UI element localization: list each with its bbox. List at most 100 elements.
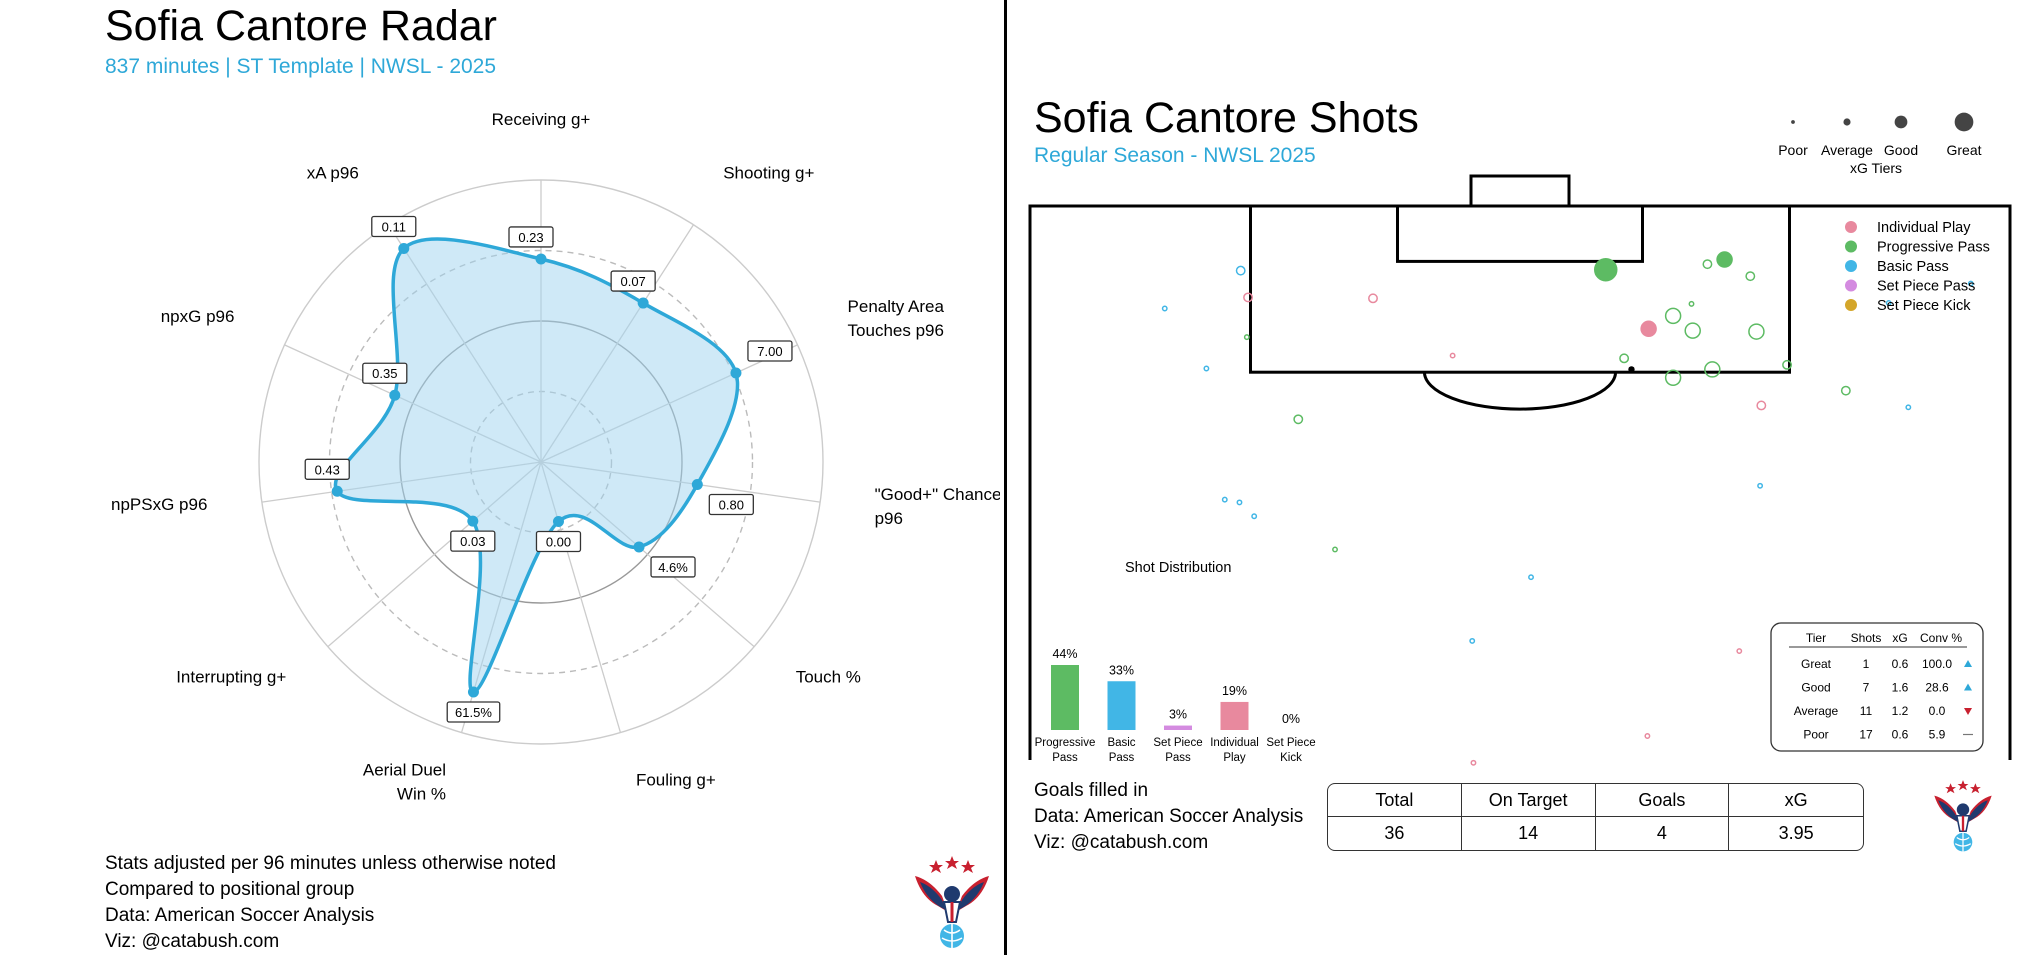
radar-point-aerial-duel-win <box>467 686 479 698</box>
value-label-interrupting-g: 0.03 <box>450 530 496 552</box>
value-label-text: 0.11 <box>382 219 406 234</box>
dist-bar-basic-pass <box>1107 681 1136 730</box>
footnote-goals-filled: Goals filled in <box>1034 780 1149 801</box>
shot-marker-progressive-pass <box>1684 322 1701 339</box>
summary-value-xg: 3.95 <box>1778 823 1814 843</box>
size-legend-marker-good <box>1894 115 1908 129</box>
size-legend-label-average: Average <box>1821 142 1873 158</box>
value-label-penalty-area-touches-p96: 7.00 <box>747 340 793 362</box>
tier-table-header-tier: Tier <box>1806 631 1826 645</box>
axis-label-interrupting-g: Interrupting g+ <box>176 668 286 687</box>
shot-marker-progressive-pass <box>1332 546 1338 553</box>
dist-bar-value-set-piece-kick: 0% <box>1282 712 1300 726</box>
tier-table-cell: 0.6 <box>1892 657 1909 671</box>
trend-down-icon <box>1964 708 1972 715</box>
value-label-box <box>747 340 793 362</box>
tier-table-cell: 11 <box>1860 704 1873 718</box>
radar-point-penalty-area-touches-p96 <box>730 367 742 379</box>
penalty-box <box>1249 204 1791 374</box>
value-label-text: 0.07 <box>620 274 645 289</box>
footnote-per96: Stats adjusted per 96 minutes unless oth… <box>105 853 556 874</box>
footnote-viz-credit: Viz: @catabush.com <box>1034 832 1209 853</box>
shots-footnotes: Goals filled in Data: American Soccer An… <box>1034 778 1303 856</box>
size-legend-marker-poor <box>1791 120 1795 124</box>
shot-marker-basic-pass <box>1161 305 1168 312</box>
shot-marker-progressive-pass <box>1594 257 1618 282</box>
type-legend-label-set-piece-kick: Set Piece Kick <box>1877 298 1971 314</box>
axis-label-xa-p96: xA p96 <box>307 163 359 182</box>
size-legend-label-poor: Poor <box>1778 142 1808 158</box>
radar-point-receiving-g <box>535 253 547 265</box>
tier-table-cell: Good <box>1801 681 1830 695</box>
value-label-nppsxg-p96: 0.43 <box>304 458 350 480</box>
size-legend-marker-great <box>1954 112 1974 132</box>
radar-footnotes: Stats adjusted per 96 minutes unless oth… <box>105 851 556 955</box>
footnote-data-source: Data: American Soccer Analysis <box>105 905 375 926</box>
axis-label-nppsxg-p96: npPSxG p96 <box>111 495 207 514</box>
value-label-box <box>708 493 754 516</box>
radar-area <box>333 237 740 694</box>
shot-map: Poor Average Good Great xG Tiers Individual P… <box>1028 112 2012 766</box>
dist-bar-label-basic-pass: Basic Pass <box>1107 737 1135 764</box>
panel-divider <box>1004 0 1007 955</box>
shot-marker-basic-pass <box>1236 499 1243 506</box>
shot-marker-progressive-pass <box>1243 334 1250 341</box>
type-legend-marker-progressive-pass <box>1845 240 1857 253</box>
summary-header-goals: Goals <box>1595 784 1730 817</box>
type-legend-label-set-piece-pass: Set Piece Pass <box>1877 279 1975 295</box>
axis-label-shooting-g: Shooting g+ <box>723 163 814 182</box>
shot-marker-progressive-pass <box>1840 385 1851 396</box>
tier-table-cell: 28.6 <box>1925 681 1949 695</box>
value-label-good-chances-p96: 0.80 <box>708 493 754 516</box>
axis-label-penalty-area-touches-p96: Penalty Area Touches p96 <box>848 297 945 340</box>
value-label-box <box>535 530 582 553</box>
tier-table-cell: 0.0 <box>1929 704 1946 718</box>
shot-marker-goal <box>1628 366 1635 373</box>
summary-value-on-target: 14 <box>1462 817 1596 850</box>
footnote-viz-credit: Viz: @catabush.com <box>105 931 280 952</box>
summary-value-goals: 4 <box>1596 817 1730 850</box>
shot-marker-progressive-pass <box>1664 369 1682 386</box>
tier-table-cell: 100.0 <box>1922 657 1952 671</box>
shot-marker-individual-play <box>1736 648 1743 654</box>
shot-marker-individual-play <box>1644 733 1651 739</box>
type-legend-label-individual-play: Individual Play <box>1877 220 1971 236</box>
tier-table-header-conv: Conv % <box>1920 631 1962 645</box>
value-label-fouling-g: 0.00 <box>535 530 582 553</box>
type-legend-label-basic-pass: Basic Pass <box>1877 259 1949 275</box>
type-legend-marker-set-piece-pass <box>1845 279 1857 292</box>
radar-chart: 0.23 0.07 7.00 0.80 4.6% 0.00 61.5% 0.03 0.43 0.3… <box>111 110 1000 803</box>
shot-marker-basic-pass <box>1203 365 1210 372</box>
radar-title: Sofia Cantore Radar <box>105 2 497 50</box>
value-label-text: 7.00 <box>757 344 782 359</box>
shot-marker-basic-pass <box>1885 300 1892 306</box>
axis-label-npxg-p96: npxG p96 <box>161 307 235 326</box>
shots-title: Sofia Cantore Shots <box>1034 94 1419 142</box>
shot-marker-progressive-pass <box>1664 307 1682 325</box>
value-label-text: 0.03 <box>460 534 485 549</box>
dist-bar-label-individual-play: Individual Play <box>1210 737 1259 764</box>
value-label-text: 61.5% <box>455 705 492 720</box>
radar-point-good-chances-p96 <box>691 478 703 490</box>
dist-bar-individual-play <box>1220 701 1249 730</box>
shot-marker-individual-play <box>1368 293 1378 304</box>
dist-bar-value-progressive-pass: 44% <box>1052 647 1077 661</box>
size-legend-label-great: Great <box>1946 142 1981 158</box>
shot-marker-individual-play <box>1756 400 1767 411</box>
tier-table-cell: 1.2 <box>1892 704 1909 718</box>
shot-marker-basic-pass <box>1757 482 1764 489</box>
goal-frame <box>1469 174 1571 208</box>
tier-table-frame <box>1770 622 1984 752</box>
distribution-title: Shot Distribution <box>1125 560 1231 576</box>
value-label-box <box>508 226 554 248</box>
shot-marker-individual-play <box>1470 759 1477 766</box>
radar-point-shooting-g <box>637 297 649 309</box>
eagle-logo <box>1934 780 1992 852</box>
tier-table-cell: 1.6 <box>1892 681 1909 695</box>
axis-label-touch: Touch % <box>796 668 861 687</box>
summary-table: Total On Target Goals xG 36 14 4 3.95 <box>1327 783 1864 851</box>
shot-marker-individual-play <box>1640 320 1657 338</box>
tier-table-cell: 5.9 <box>1929 728 1946 742</box>
shot-marker-progressive-pass <box>1745 271 1756 282</box>
tier-table-cell: 0.6 <box>1892 728 1909 742</box>
